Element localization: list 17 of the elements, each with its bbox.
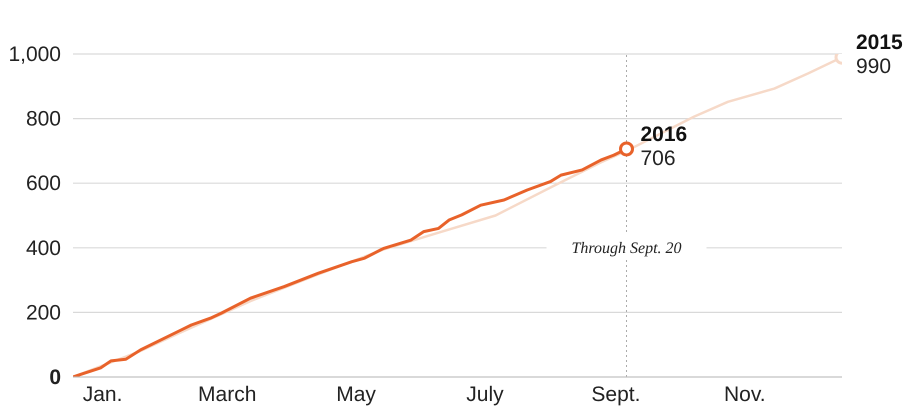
- data-label: 706: [640, 146, 676, 170]
- x-tick-label: Jan.: [82, 383, 122, 406]
- series-label: 2016: [640, 122, 688, 146]
- x-tick-label: Sept.: [591, 383, 640, 406]
- ref-line-label: Through Sept. 20: [571, 240, 682, 257]
- y-tick-label: 600: [26, 172, 61, 196]
- x-tick-label: May: [336, 383, 376, 406]
- x-tick-label: July: [466, 383, 504, 406]
- x-tick-label: March: [198, 383, 256, 406]
- series-label: 2015: [856, 31, 904, 54]
- y-tick-label: 1,000: [8, 43, 61, 66]
- x-tick-label: Nov.: [724, 383, 766, 406]
- y-tick-label: 0: [49, 366, 61, 389]
- y-tick-label: 800: [26, 108, 61, 131]
- y-tick-label: 200: [26, 301, 61, 324]
- data-label: 990: [856, 55, 892, 78]
- y-tick-label: 400: [26, 236, 61, 260]
